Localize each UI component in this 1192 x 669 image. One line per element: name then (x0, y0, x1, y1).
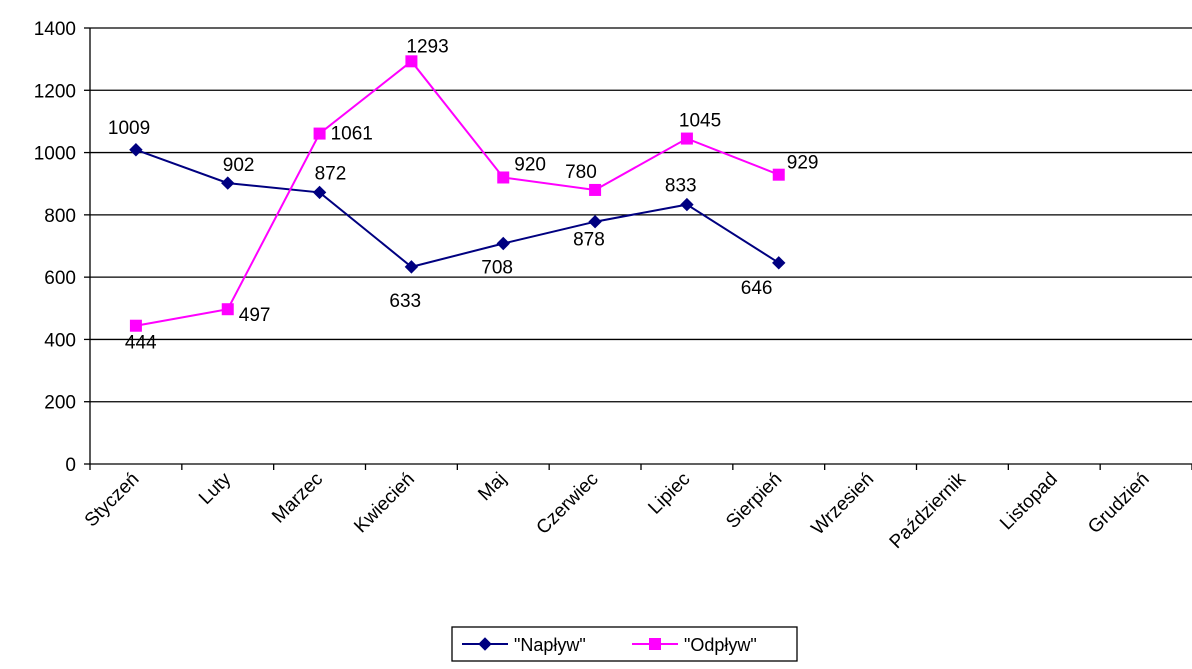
data-point (589, 183, 602, 196)
data-label: 920 (514, 154, 546, 175)
x-tick-label: Styczeń (81, 469, 144, 532)
data-label: 1061 (331, 124, 373, 145)
data-label: 646 (741, 278, 773, 299)
data-label: 497 (239, 305, 271, 326)
data-point (221, 176, 235, 190)
series-line (135, 59, 780, 327)
data-label: 1293 (406, 36, 448, 57)
data-label: 929 (787, 153, 819, 174)
data-point (772, 256, 786, 270)
data-label: 878 (573, 230, 605, 251)
x-tick-label: Sierpień (722, 469, 786, 533)
data-label: 1045 (679, 111, 721, 132)
series-line (135, 148, 780, 268)
data-point (588, 215, 602, 229)
series (129, 55, 786, 332)
y-tick-label: 600 (44, 268, 76, 289)
legend-label: "Odpływ" (684, 635, 757, 655)
x-tick-label: Listopad (996, 469, 1062, 535)
data-point (221, 303, 234, 316)
series-1 (129, 143, 786, 274)
legend-marker (649, 638, 661, 650)
x-tick-label: Kwiecień (350, 469, 419, 538)
x-tick-label: Maj (474, 469, 511, 506)
y-tick-label: 0 (65, 455, 76, 476)
data-label: 708 (481, 258, 513, 279)
data-point (497, 171, 510, 184)
x-tick-label: Lipiec (644, 469, 694, 519)
data-point (680, 197, 694, 212)
data-point (772, 168, 785, 181)
data-label: 833 (665, 176, 697, 197)
data-point (129, 143, 143, 157)
data-labels: 1009 902 872 633 708 878 833 646 444 497 1061 1293 9… (108, 36, 819, 353)
y-tick-label: 800 (44, 206, 76, 227)
data-label: 444 (125, 333, 157, 354)
legend-marker (478, 637, 492, 651)
data-point (404, 260, 419, 274)
data-point (680, 132, 693, 145)
x-tick-label: Luty (195, 468, 236, 509)
data-label: 633 (389, 291, 421, 312)
y-tick-label: 1200 (34, 81, 76, 102)
series-2 (129, 55, 785, 332)
legend: "Napływ" "Odpływ" (451, 626, 798, 662)
x-tick-label: Wrzesień (808, 469, 879, 540)
legend-label: "Napływ" (514, 635, 586, 655)
y-tick-label: 1000 (34, 144, 76, 165)
x-tick-label: Październik (886, 468, 971, 553)
data-label: 1009 (108, 118, 150, 139)
data-point (313, 127, 326, 140)
data-label: 872 (315, 163, 347, 184)
x-tick-label: Grudzień (1084, 469, 1153, 538)
x-tick-label: Marzec (268, 469, 327, 528)
y-tick-label: 400 (44, 330, 76, 351)
data-point (405, 55, 418, 68)
gridlines (90, 27, 1192, 403)
data-point (312, 185, 327, 200)
y-tick-label: 1400 (34, 19, 76, 40)
axes: 0 200 400 600 800 1000 1200 1400 Styczeń Luty Marz… (34, 19, 1192, 553)
data-label: 902 (223, 155, 255, 176)
y-tick-label: 200 (44, 393, 76, 414)
data-point (129, 319, 142, 332)
legend-box (451, 626, 798, 662)
x-tick-label: Czerwiec (533, 469, 603, 539)
data-point (496, 236, 510, 251)
data-label: 780 (565, 162, 597, 183)
